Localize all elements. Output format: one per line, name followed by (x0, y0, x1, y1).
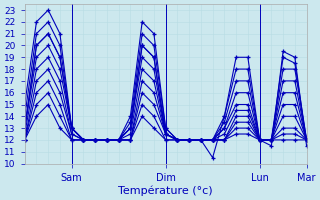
X-axis label: Température (°c): Température (°c) (118, 185, 213, 196)
